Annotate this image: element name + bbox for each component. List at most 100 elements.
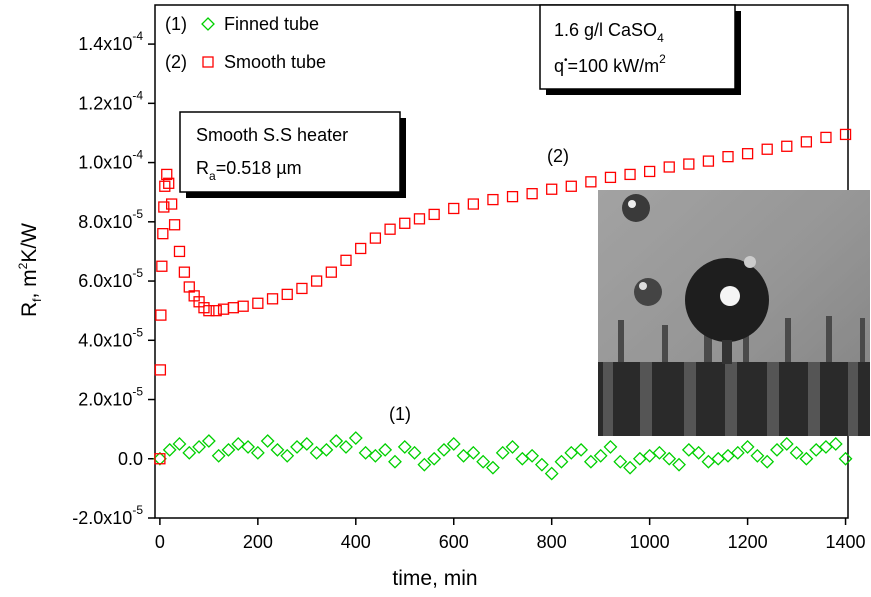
x-tick-label: 1200: [728, 532, 768, 552]
data-point: [838, 451, 853, 466]
y-tick-label: 1.2x10-4: [78, 88, 143, 113]
conditions-line: 1.6 g/l CaSO4: [554, 20, 664, 45]
data-point: [750, 448, 765, 463]
x-tick-label: 600: [439, 532, 469, 552]
y-tick-label: 1.4x10-4: [78, 29, 143, 54]
y-tick-label: 0.0: [118, 449, 143, 469]
data-point: [355, 242, 367, 255]
data-point: [173, 245, 186, 258]
y-tick-label-exp: -4: [132, 148, 143, 162]
data-point: [162, 442, 177, 457]
data-point: [820, 131, 832, 144]
heater-text: =0.518 µm: [216, 158, 302, 178]
data-point: [155, 309, 167, 321]
data-point: [603, 439, 618, 454]
y-tick-label-text: 1.0x10: [78, 153, 132, 173]
data-point: [593, 448, 608, 463]
data-point: [163, 177, 175, 189]
y-tick-label-text: 4.0x10: [78, 330, 132, 350]
data-point: [741, 148, 754, 160]
data-point: [446, 437, 461, 451]
data-point: [339, 439, 353, 454]
data-point: [296, 282, 308, 295]
data-point: [760, 454, 775, 469]
data-point: [740, 439, 755, 454]
y-tick-label-text: 1.2x10: [78, 93, 132, 113]
data-point: [800, 136, 813, 148]
data-point: [280, 448, 295, 463]
data-point: [158, 201, 170, 213]
data-point: [476, 454, 491, 469]
data-point: [534, 457, 549, 472]
y-tick-label-exp: -4: [132, 88, 143, 102]
data-point: [221, 442, 236, 457]
data-point: [681, 442, 696, 457]
data-point: [388, 454, 402, 469]
data-point: [156, 260, 168, 272]
data-point: [260, 434, 275, 448]
data-point: [384, 223, 396, 235]
y-tick-label-exp: -5: [132, 325, 143, 339]
data-point: [624, 168, 636, 181]
data-point: [211, 448, 226, 463]
data-point: [161, 168, 173, 181]
data-point: [368, 448, 383, 463]
data-point: [672, 457, 686, 472]
data-point: [325, 266, 337, 278]
y-axis-title: Rf, m2K/W: [16, 223, 44, 317]
data-point: [544, 466, 559, 481]
data-point: [781, 140, 793, 152]
data-point: [526, 188, 538, 200]
data-point: [623, 460, 637, 475]
series: [154, 128, 852, 465]
data-point: [319, 442, 334, 457]
x-tick-label: 1000: [630, 532, 670, 552]
data-point: [546, 183, 558, 195]
data-point: [691, 445, 706, 460]
x-tick-label: 400: [341, 532, 371, 552]
data-point: [722, 150, 734, 163]
data-point: [178, 266, 191, 278]
data-point: [663, 161, 675, 173]
data-point: [152, 451, 167, 466]
data-point: [506, 190, 519, 203]
data-point: [644, 165, 656, 178]
data-point: [192, 439, 206, 454]
y-tick-label-text: -2.0x10: [72, 508, 132, 528]
data-point: [399, 217, 411, 229]
y-tick-label: 8.0x10-5: [78, 207, 143, 232]
data-point: [348, 431, 363, 445]
photo-inset: [598, 190, 870, 436]
data-point: [270, 442, 285, 457]
conditions-text: q: [554, 56, 564, 76]
conditions-text: 1.6 g/l CaSO: [554, 20, 657, 40]
data-point: [437, 442, 451, 457]
series: [152, 431, 853, 481]
data-point: [241, 439, 255, 454]
data-point: [168, 219, 181, 231]
y-tick-label-text: 0.0: [118, 449, 143, 469]
data-point: [525, 448, 540, 463]
data-point: [495, 445, 510, 460]
data-point: [166, 198, 178, 210]
data-point: [182, 445, 197, 460]
curve-label: (2): [547, 146, 569, 166]
y-tick-label-exp: -5: [132, 503, 143, 517]
y-tick-label: 4.0x10-5: [78, 325, 143, 350]
conditions-text: =100 kW/m: [568, 56, 660, 76]
y-tick-label-text: 8.0x10: [78, 212, 132, 232]
data-point: [652, 445, 667, 460]
data-point: [466, 445, 481, 460]
data-point: [340, 254, 352, 266]
data-point: [662, 451, 677, 466]
data-point: [487, 193, 499, 206]
data-point: [702, 155, 715, 167]
data-point: [613, 454, 628, 469]
x-tick-label: 200: [243, 532, 273, 552]
y-tick-label-exp: -5: [132, 385, 143, 399]
marker: [202, 56, 214, 68]
heater-text: R: [196, 158, 209, 178]
data-point: [770, 442, 784, 457]
y-tick-label-text: 6.0x10: [78, 271, 132, 291]
data-point: [266, 293, 279, 305]
